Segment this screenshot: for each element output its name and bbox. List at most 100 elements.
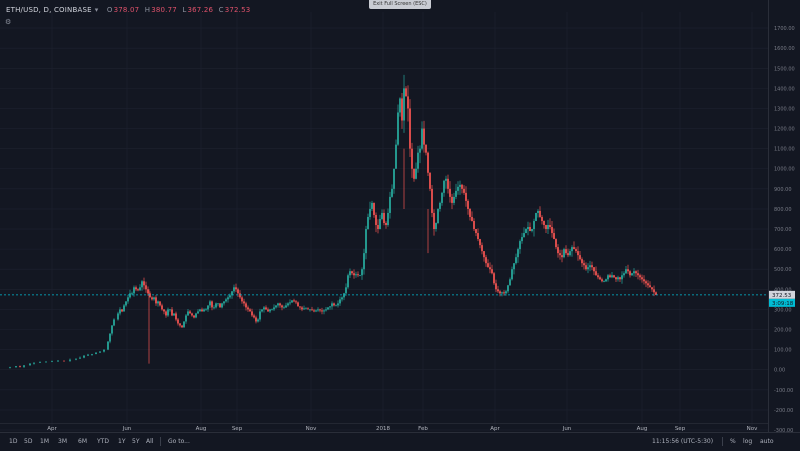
candle-body (639, 275, 641, 278)
candle-body (507, 285, 509, 292)
divider (722, 437, 723, 446)
candle-body (593, 267, 595, 272)
candle-body (39, 362, 41, 363)
candle-body (107, 341, 109, 350)
candle-body (147, 289, 149, 294)
goto-date-button[interactable]: Go to... (168, 438, 190, 445)
y-tick-label: 600.00 (774, 247, 792, 253)
candle-body (341, 297, 343, 300)
candle-body (83, 355, 85, 358)
candle-body (113, 319, 115, 326)
candle-body (57, 360, 59, 362)
candle-body (287, 303, 289, 306)
candle-body (223, 301, 225, 304)
symbol-title[interactable]: ETH/USD, D, COINBASE (6, 6, 92, 14)
candle-body (609, 275, 611, 278)
candle-body (551, 227, 553, 234)
range-1m[interactable]: 1M (40, 438, 49, 445)
candle-body (51, 361, 53, 363)
candle-body (303, 308, 305, 310)
candle-body (103, 349, 105, 352)
candle-body (255, 317, 257, 322)
countdown-badge (769, 298, 795, 307)
percent-toggle[interactable]: % (730, 438, 736, 445)
y-tick-label: 100.00 (774, 348, 792, 354)
candle-body (75, 358, 77, 360)
candle-body (437, 208, 439, 224)
candle-body (643, 279, 645, 282)
candle-body (439, 202, 441, 209)
range-5d[interactable]: 5D (24, 438, 33, 445)
x-tick-label: Nov (747, 426, 758, 432)
candle-body (229, 295, 231, 298)
candle-body (447, 178, 449, 189)
candle-body (441, 192, 443, 203)
candle-body (471, 216, 473, 221)
range-3m[interactable]: 3M (58, 438, 67, 445)
candle-body (339, 299, 341, 304)
candle-body (379, 218, 381, 230)
candle-body (281, 305, 283, 308)
candle-body (623, 273, 625, 276)
candle-body (653, 289, 655, 293)
candle-body (291, 300, 293, 303)
candle-body (373, 202, 375, 215)
candle-body (549, 225, 551, 228)
candle-body (567, 253, 569, 256)
candle-body (485, 257, 487, 264)
candle-body (91, 354, 93, 355)
x-tick-label: Sep (232, 426, 243, 432)
range-ytd[interactable]: YTD (97, 438, 109, 445)
last-price-text: 372.53 (772, 293, 792, 299)
candle-body (187, 311, 189, 316)
candle-body (335, 305, 337, 307)
candle-body (521, 237, 523, 242)
candle-body (189, 311, 191, 314)
auto-toggle[interactable]: auto (760, 438, 774, 445)
candle-body (495, 283, 497, 290)
high-value: 380.77 (151, 6, 177, 14)
clock-timezone[interactable]: 11:15:56 (UTC-5:30) (652, 438, 714, 445)
candle-body (421, 128, 423, 149)
candle-body (541, 216, 543, 221)
candle-body (381, 212, 383, 219)
exit-fullscreen-button[interactable]: Exit Full Screen (ESC) (369, 0, 431, 9)
open-value: 378.07 (113, 6, 140, 14)
candle-body (535, 212, 537, 221)
candle-body (553, 233, 555, 240)
candle-body (227, 297, 229, 300)
candle-body (613, 275, 615, 278)
candle-body (387, 212, 389, 226)
candle-body (69, 359, 71, 361)
range-all[interactable]: All (146, 438, 154, 445)
log-toggle[interactable]: log (743, 438, 753, 445)
candle-body (175, 313, 177, 320)
candle-body (523, 233, 525, 238)
range-1d[interactable]: 1D (9, 438, 18, 445)
chevron-down-icon[interactable]: ▾ (94, 6, 99, 14)
candle-body (367, 216, 369, 230)
candle-body (213, 307, 215, 309)
range-1y[interactable]: 1Y (118, 438, 126, 445)
candle-body (409, 108, 411, 149)
candle-body (197, 311, 199, 314)
candle-body (423, 128, 425, 145)
candle-body (257, 319, 259, 322)
candle-body (203, 309, 205, 312)
candle-body (233, 287, 235, 292)
candle-body (99, 351, 101, 353)
y-tick-label: 1400.00 (774, 86, 795, 92)
x-tick-label: Aug (637, 426, 648, 432)
gear-icon[interactable]: ⚙ (5, 18, 12, 26)
range-5y[interactable]: 5Y (132, 438, 140, 445)
candle-body (563, 249, 565, 258)
range-6m[interactable]: 6M (78, 438, 87, 445)
x-tick-label: Jun (122, 426, 132, 432)
candle-body (449, 188, 451, 197)
candle-body (243, 301, 245, 304)
candle-body (125, 301, 127, 306)
candle-body (405, 88, 407, 97)
candle-body (425, 144, 427, 153)
